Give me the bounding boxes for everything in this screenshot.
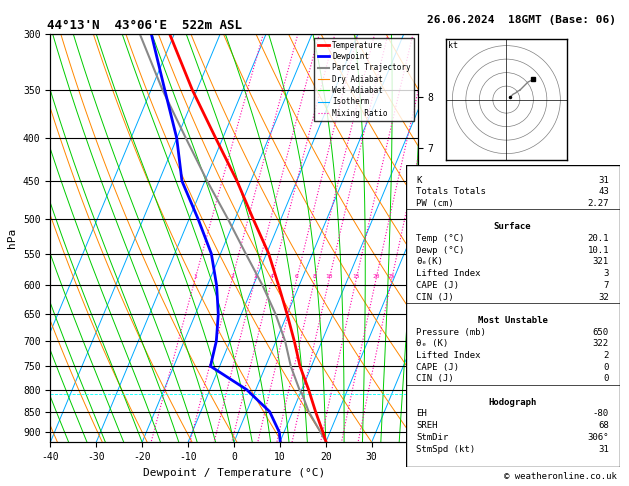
Text: -80: -80 <box>593 409 609 418</box>
Text: CAPE (J): CAPE (J) <box>416 363 459 372</box>
Text: 3: 3 <box>253 274 257 279</box>
Y-axis label: km
ASL: km ASL <box>438 229 460 247</box>
Text: 2.27: 2.27 <box>587 199 609 208</box>
Text: 43: 43 <box>598 187 609 196</box>
Text: kt: kt <box>448 41 459 51</box>
Text: SREH: SREH <box>416 421 438 430</box>
Text: 0: 0 <box>603 363 609 372</box>
Text: 6: 6 <box>295 274 299 279</box>
Text: 32: 32 <box>598 293 609 301</box>
Text: 26.06.2024  18GMT (Base: 06): 26.06.2024 18GMT (Base: 06) <box>428 15 616 25</box>
Text: 20: 20 <box>372 274 380 279</box>
Text: Pressure (mb): Pressure (mb) <box>416 328 486 337</box>
Text: 15: 15 <box>352 274 360 279</box>
Text: 68: 68 <box>598 421 609 430</box>
Text: 10: 10 <box>325 274 333 279</box>
Text: EH: EH <box>416 409 427 418</box>
Text: Surface: Surface <box>494 223 532 231</box>
Text: 31: 31 <box>598 445 609 453</box>
Text: CAPE (J): CAPE (J) <box>416 281 459 290</box>
Text: 3: 3 <box>603 269 609 278</box>
Text: 2: 2 <box>230 274 234 279</box>
Text: 44°13'N  43°06'E  522m ASL: 44°13'N 43°06'E 522m ASL <box>47 19 242 33</box>
Text: 650: 650 <box>593 328 609 337</box>
Text: 321: 321 <box>593 258 609 266</box>
Text: Dewp (°C): Dewp (°C) <box>416 246 465 255</box>
Text: K: K <box>416 175 422 185</box>
Text: © weatheronline.co.uk: © weatheronline.co.uk <box>504 472 616 481</box>
Text: 322: 322 <box>593 339 609 348</box>
Text: Lifted Index: Lifted Index <box>416 351 481 360</box>
Text: θₑ (K): θₑ (K) <box>416 339 448 348</box>
Text: StmSpd (kt): StmSpd (kt) <box>416 445 476 453</box>
Text: CIN (J): CIN (J) <box>416 374 454 383</box>
Text: 4: 4 <box>270 274 274 279</box>
Text: 2: 2 <box>603 351 609 360</box>
Text: 31: 31 <box>598 175 609 185</box>
Text: 10.1: 10.1 <box>587 246 609 255</box>
Text: 20.1: 20.1 <box>587 234 609 243</box>
Legend: Temperature, Dewpoint, Parcel Trajectory, Dry Adiabat, Wet Adiabat, Isotherm, Mi: Temperature, Dewpoint, Parcel Trajectory… <box>314 38 414 121</box>
Text: 7: 7 <box>603 281 609 290</box>
Text: Most Unstable: Most Unstable <box>477 316 548 325</box>
Text: 306°: 306° <box>587 433 609 442</box>
FancyBboxPatch shape <box>406 165 620 467</box>
Y-axis label: hPa: hPa <box>8 228 18 248</box>
Text: Lifted Index: Lifted Index <box>416 269 481 278</box>
Text: θₑ(K): θₑ(K) <box>416 258 443 266</box>
Text: Totals Totals: Totals Totals <box>416 187 486 196</box>
Text: 1: 1 <box>193 274 197 279</box>
Text: PW (cm): PW (cm) <box>416 199 454 208</box>
Text: StmDir: StmDir <box>416 433 448 442</box>
Text: LCL: LCL <box>421 390 437 399</box>
Text: Temp (°C): Temp (°C) <box>416 234 465 243</box>
Text: 25: 25 <box>388 274 396 279</box>
X-axis label: Dewpoint / Temperature (°C): Dewpoint / Temperature (°C) <box>143 468 325 478</box>
Text: 8: 8 <box>313 274 316 279</box>
Text: 0: 0 <box>603 374 609 383</box>
Text: Hodograph: Hodograph <box>489 398 537 407</box>
Text: CIN (J): CIN (J) <box>416 293 454 301</box>
